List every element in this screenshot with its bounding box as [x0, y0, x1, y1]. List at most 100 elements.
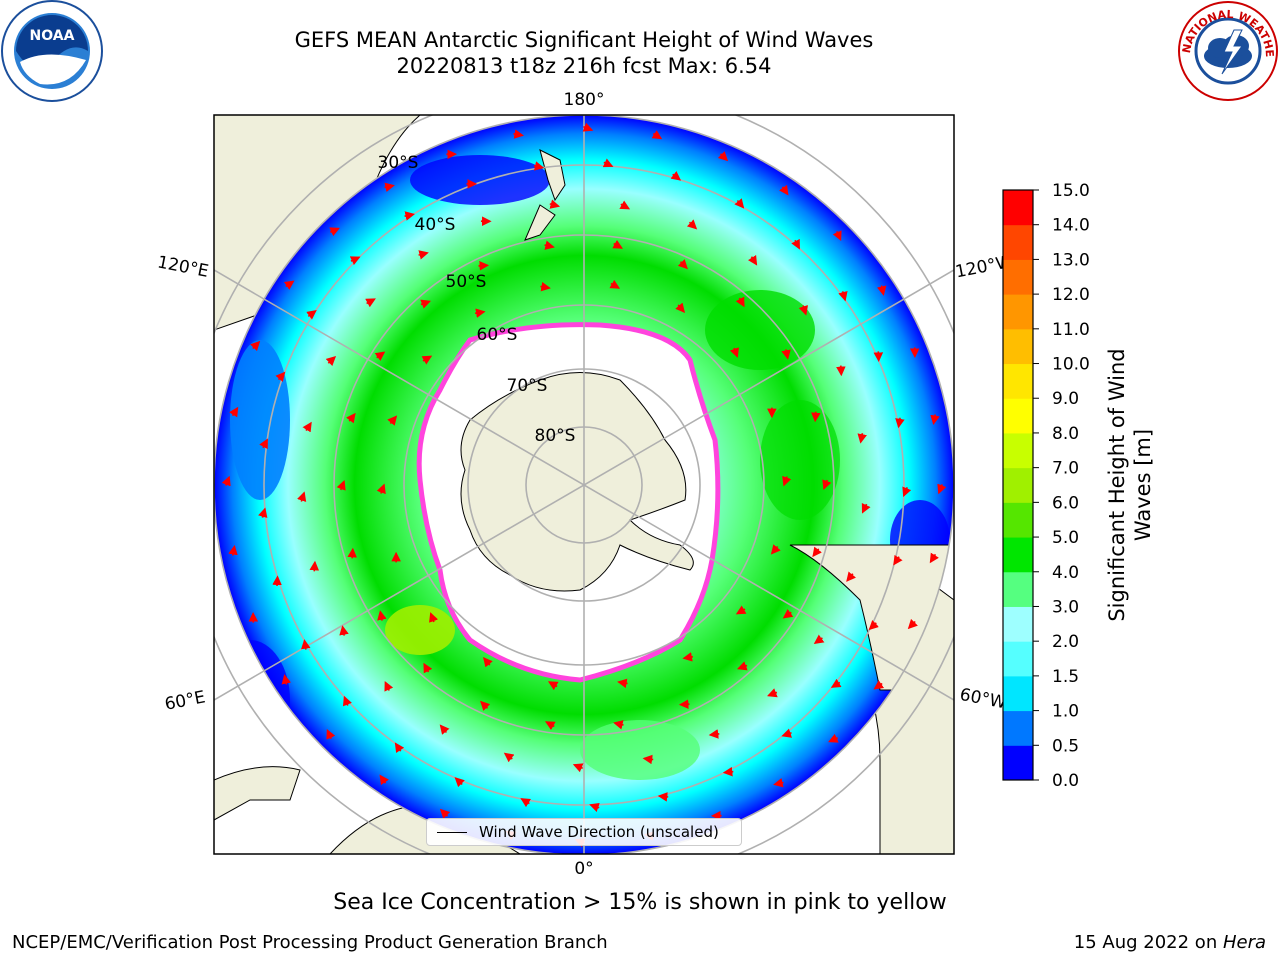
- wave-direction-arrow: [708, 729, 720, 739]
- wave-direction-arrow: [589, 802, 600, 813]
- legend-label: Wind Wave Direction (unscaled): [479, 823, 719, 841]
- colorbar-tick-label: 3.0: [1052, 597, 1079, 617]
- wave-direction-arrow: [439, 724, 450, 735]
- colorbar-segment: [1003, 571, 1033, 607]
- colorbar-segment: [1003, 710, 1033, 746]
- wave-direction-arrow: [832, 230, 842, 241]
- wave-direction-arrow: [221, 475, 231, 487]
- chart-title: GEFS MEAN Antarctic Significant Height o…: [294, 28, 874, 52]
- colorbar-label-line2: Waves [m]: [1131, 429, 1155, 541]
- wave-direction-arrow: [812, 546, 822, 558]
- lon-label-120e: 120°E: [156, 252, 211, 281]
- wave-direction-arrow: [798, 305, 808, 316]
- wave-direction-arrow: [420, 299, 432, 309]
- wave-direction-arrow: [250, 340, 261, 352]
- nws-logo: NATIONAL WEATHER SERVICE: [1176, 0, 1278, 101]
- wave-direction-arrow: [838, 290, 848, 302]
- footer-branch: NCEP/EMC/Verification Post Processing Pr…: [12, 932, 608, 953]
- colorbar-segment: [1003, 606, 1033, 642]
- wave-direction-arrow: [275, 371, 286, 383]
- colorbar-segment: [1003, 745, 1033, 781]
- wave-direction-arrow: [791, 238, 800, 250]
- wave-direction-arrow: [421, 355, 433, 365]
- colorbar-label-line1: Significant Height of Wind: [1105, 348, 1129, 621]
- wave-direction-arrow: [822, 479, 832, 490]
- wave-direction-arrow: [736, 661, 748, 671]
- wave-direction-arrow: [678, 699, 690, 709]
- wave-direction-arrow: [770, 544, 781, 555]
- wave-direction-arrow: [717, 151, 729, 162]
- wave-direction-arrow: [349, 256, 361, 266]
- wave-direction-arrow: [873, 680, 885, 690]
- colorbar-segment: [1003, 432, 1033, 469]
- colorbar-tick-label: 12.0: [1052, 285, 1090, 305]
- colorbar-ticks: 0.0 0.5 1.0 1.5 2.0 3.0 4.0 5.0 6.0 7.0 8.0 9.0 10.0…: [1033, 181, 1090, 791]
- wave-direction-arrow: [347, 547, 357, 559]
- footer-date: 15 Aug 2022 on Hera: [1074, 932, 1266, 953]
- wave-direction-arrow: [376, 483, 386, 495]
- wave-direction-arrow: [828, 733, 839, 743]
- colorbar-segment: [1003, 294, 1033, 330]
- wind-wave-arrows: [221, 122, 947, 848]
- wave-direction-arrow: [782, 609, 794, 619]
- wave-direction-arrow: [365, 298, 376, 308]
- colorbar-segment: [1003, 641, 1033, 677]
- wave-direction-arrow: [836, 365, 846, 377]
- wave-direction-arrow: [229, 406, 239, 418]
- wave-direction-arrow: [929, 552, 939, 564]
- wave-direction-arrow: [342, 695, 352, 707]
- wave-direction-arrow: [454, 777, 465, 788]
- colorbar-segment: [1003, 328, 1033, 365]
- colorbar-tick-label: 13.0: [1052, 250, 1090, 270]
- sea-ice-caption: Sea Ice Concentration > 15% is shown in …: [333, 890, 947, 915]
- lon-label-60e: 60°E: [163, 687, 207, 714]
- colorbar-tick-label: 8.0: [1052, 424, 1079, 444]
- wave-direction-arrow: [767, 688, 778, 698]
- wave-direction-arrow: [339, 625, 349, 636]
- wave-direction-arrow: [302, 421, 312, 433]
- wave-direction-arrow: [545, 721, 556, 731]
- wave-direction-arrow: [258, 507, 268, 518]
- wave-direction-arrow: [301, 639, 311, 650]
- wave-direction-arrow: [670, 171, 682, 181]
- wave-direction-arrow: [297, 491, 307, 502]
- wave-direction-arrow: [895, 417, 905, 429]
- colorbar-segment: [1003, 675, 1033, 712]
- footer-date-text: 15 Aug 2022 on: [1073, 932, 1223, 953]
- wave-direction-arrow: [547, 681, 559, 691]
- wave-direction-arrow: [387, 415, 398, 426]
- wave-direction-arrow: [429, 612, 439, 623]
- wave-direction-arrow: [811, 411, 821, 423]
- colorbar-segment: [1003, 398, 1033, 434]
- wave-direction-arrow: [346, 412, 356, 424]
- wave-direction-arrow: [418, 250, 429, 260]
- wave-direction-arrow: [735, 605, 747, 615]
- wave-direction-arrow: [675, 302, 686, 314]
- wave-direction-arrow: [682, 652, 694, 662]
- colorbar-tick-label: 15.0: [1052, 181, 1090, 201]
- lat-label-30s: 30°S: [378, 153, 419, 173]
- wave-direction-arrow: [657, 792, 669, 802]
- wave-direction-arrow: [779, 184, 789, 196]
- wave-direction-arrow: [729, 347, 739, 358]
- wave-direction-arrow: [612, 239, 623, 249]
- colorbar-segment: [1003, 363, 1033, 399]
- wave-direction-arrow: [474, 308, 486, 318]
- lat-label-50s: 50°S: [446, 272, 487, 292]
- wave-direction-arrow: [228, 545, 238, 556]
- wave-direction-arrow: [520, 798, 532, 808]
- wave-direction-arrow: [582, 122, 594, 132]
- wave-direction-arrow: [544, 240, 555, 250]
- colorbar: [1002, 189, 1034, 781]
- wave-direction-arrow: [677, 259, 688, 270]
- wave-direction-arrow: [619, 200, 631, 210]
- wave-direction-arrow: [309, 560, 320, 572]
- wave-direction-arrow: [857, 433, 867, 444]
- colorbar-tick-label: 0.0: [1052, 771, 1079, 791]
- wave-direction-arrow: [602, 158, 614, 168]
- wave-direction-arrow: [329, 227, 340, 237]
- colorbar-segment: [1003, 190, 1033, 226]
- wave-direction-arrow: [747, 254, 758, 266]
- colorbar-segment: [1003, 259, 1033, 295]
- wave-direction-arrow: [735, 296, 745, 308]
